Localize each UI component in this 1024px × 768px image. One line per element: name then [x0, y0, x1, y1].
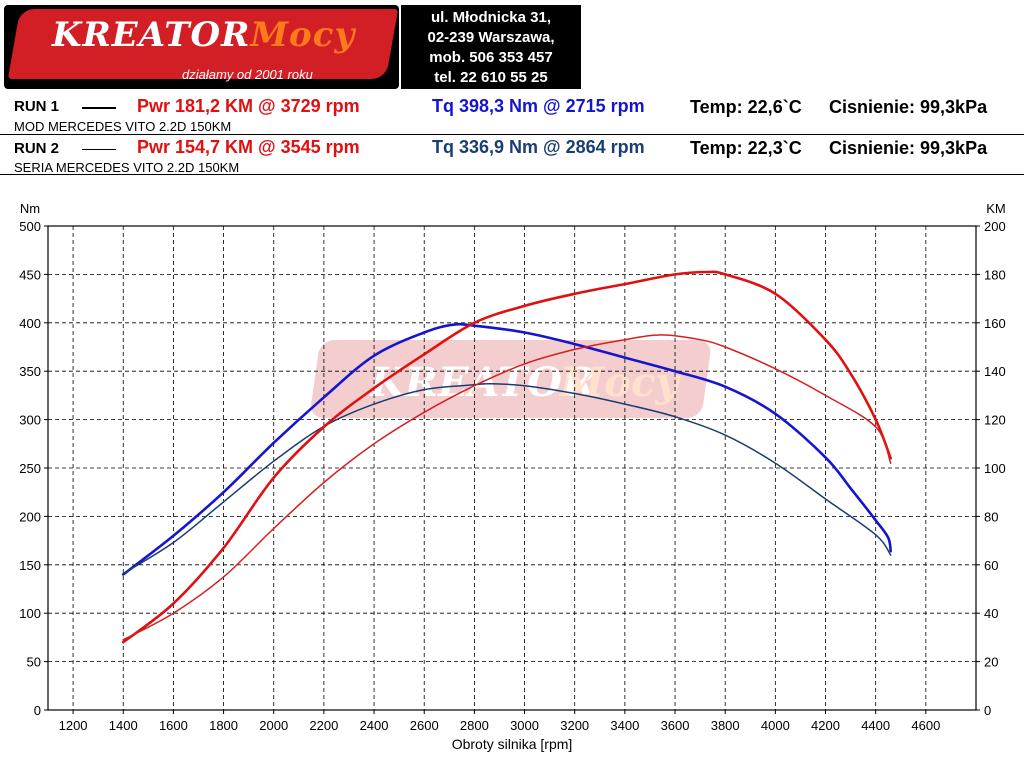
run1-temperature: Temp: 22,6`C [690, 97, 802, 117]
y-right-tick-label: 160 [984, 316, 1006, 331]
y-right-tick-label: 200 [984, 219, 1006, 234]
y-left-tick-label: 500 [19, 219, 41, 234]
x-tick-label: 2400 [360, 718, 389, 733]
address-line: tel. 22 610 55 25 [434, 69, 548, 86]
x-tick-label: 1800 [209, 718, 238, 733]
logo-slogan: działamy od 2001 roku [182, 67, 313, 82]
run2-description: SERIA MERCEDES VITO 2.2D 150KM [14, 160, 240, 175]
x-tick-label: 2600 [410, 718, 439, 733]
y-left-tick-label: 100 [19, 606, 41, 621]
x-tick-label: 2200 [309, 718, 338, 733]
address-line: mob. 506 353 457 [429, 49, 553, 66]
svg-text:Mocy: Mocy [558, 359, 681, 406]
x-tick-label: 1200 [59, 718, 88, 733]
x-tick-label: 3600 [661, 718, 690, 733]
x-tick-label: 1600 [159, 718, 188, 733]
run2-legend-line [82, 149, 116, 150]
run2-power: Pwr 154,7 KM @ 3545 rpm [137, 137, 360, 157]
y-left-tick-label: 400 [19, 316, 41, 331]
x-tick-label: 4600 [911, 718, 940, 733]
address-line: 02-239 Warszawa, [427, 29, 555, 46]
x-tick-label: 3800 [711, 718, 740, 733]
curve-layer [121, 270, 892, 644]
x-tick-label: 3400 [610, 718, 639, 733]
y-right-axis-title: KM [986, 201, 1006, 216]
x-tick-label: 3200 [560, 718, 589, 733]
axis-layer: 1200 1400 1600 1800 2000 2200 2400 2600 2800 3000… [19, 201, 1005, 752]
y-right-tick-label: 60 [984, 558, 998, 573]
brand-logo: KREATORMocy działamy od 2001 roku [4, 5, 399, 89]
logo-wordmark: KREATORMocy [52, 15, 356, 55]
run1-label: RUN 1 [14, 98, 60, 115]
x-tick-label: 4400 [861, 718, 890, 733]
y-left-tick-label: 350 [19, 364, 41, 379]
run2-torque: Tq 336,9 Nm @ 2864 rpm [432, 137, 645, 157]
y-left-tick-label: 200 [19, 509, 41, 524]
run1-legend-line [82, 107, 116, 109]
y-right-tick-label: 0 [984, 703, 991, 718]
run1-power: Pwr 181,2 KM @ 3729 rpm [137, 96, 360, 116]
grid-layer [48, 225, 976, 710]
contact-address: ul. Młodnicka 31, 02-239 Warszawa, mob. … [401, 5, 581, 89]
plot-frame [47, 225, 977, 711]
y-right-tick-label: 140 [984, 364, 1006, 379]
run1-description: MOD MERCEDES VITO 2.2D 150KM [14, 119, 232, 134]
x-tick-label: 2000 [259, 718, 288, 733]
run1-pressure: Cisnienie: 99,3kPa [829, 97, 988, 117]
address-line: ul. Młodnicka 31, [430, 9, 552, 26]
y-left-tick-label: 450 [19, 267, 41, 282]
run1-torque: Tq 398,3 Nm @ 2715 rpm [432, 96, 645, 116]
y-right-tick-label: 20 [984, 655, 998, 670]
y-left-tick-label: 250 [19, 461, 41, 476]
y-left-tick-label: 300 [19, 413, 41, 428]
y-right-tick-label: 40 [984, 606, 998, 621]
y-right-tick-label: 100 [984, 461, 1006, 476]
x-tick-label: 2800 [460, 718, 489, 733]
x-tick-label: 3000 [510, 718, 539, 733]
series-line-tq-run-1 [121, 322, 892, 576]
run2-label: RUN 2 [14, 140, 60, 157]
series-line-pwr-run-2 [122, 334, 892, 641]
series-line-pwr-run-1 [121, 270, 892, 644]
x-tick-label: 4200 [811, 718, 840, 733]
y-left-axis-title: Nm [20, 201, 40, 216]
y-right-tick-label: 80 [984, 509, 998, 524]
y-right-tick-label: 120 [984, 413, 1006, 428]
run2-pressure: Cisnienie: 99,3kPa [829, 138, 988, 158]
series-line-tq-run-2 [122, 382, 892, 575]
y-right-tick-label: 180 [984, 267, 1006, 282]
run2-temperature: Temp: 22,3`C [690, 138, 802, 158]
y-left-tick-label: 50 [27, 655, 41, 670]
y-left-tick-label: 0 [34, 703, 41, 718]
x-axis-title: Obroty silnika [rpm] [452, 736, 573, 752]
x-tick-label: 4000 [761, 718, 790, 733]
header-divider [0, 174, 1024, 175]
x-tick-label: 1400 [109, 718, 138, 733]
header-divider [0, 134, 1024, 135]
y-left-tick-label: 150 [19, 558, 41, 573]
